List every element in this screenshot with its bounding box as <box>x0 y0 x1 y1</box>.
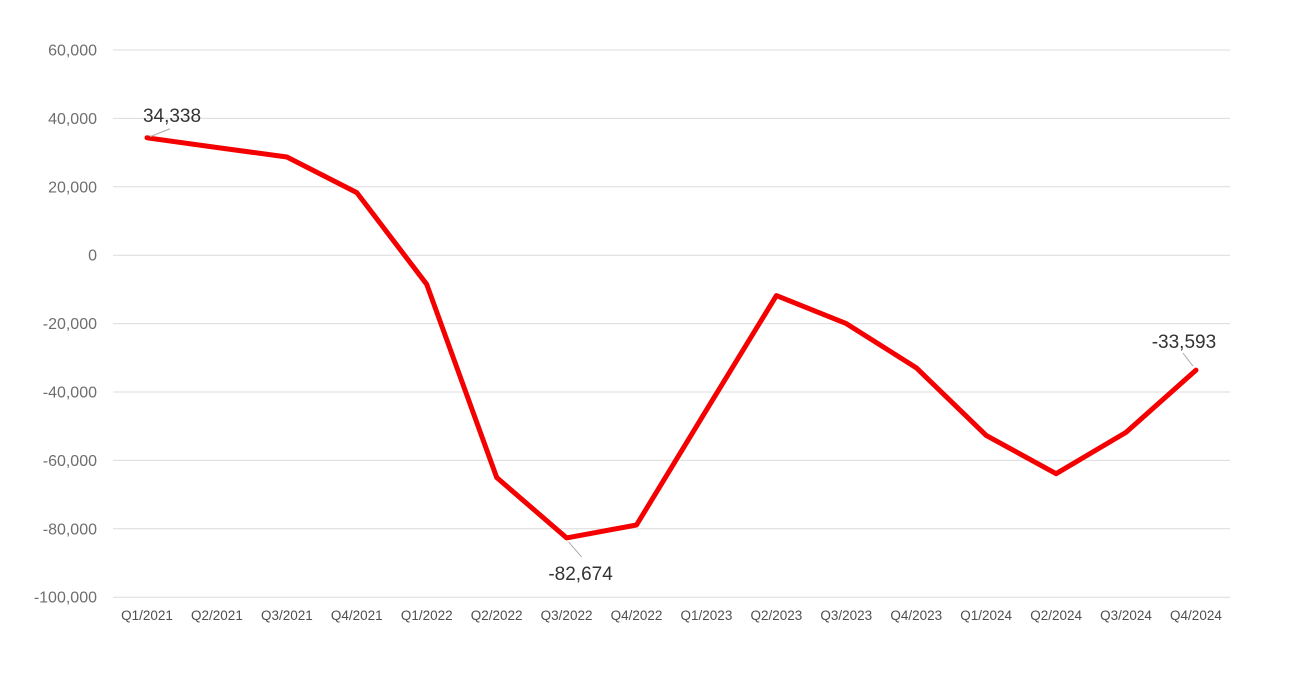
x-axis-tick-label: Q2/2022 <box>471 608 523 623</box>
x-axis-tick-label: Q1/2023 <box>681 608 733 623</box>
y-axis-tick-label: 60,000 <box>48 43 97 60</box>
data-point-annotation: -82,674 <box>548 564 613 585</box>
y-axis-tick-label: 40,000 <box>48 111 97 128</box>
x-axis-tick-label: Q1/2021 <box>121 608 173 623</box>
x-axis-tick-label: Q3/2022 <box>541 608 593 623</box>
annotation-leader-line <box>1182 352 1194 367</box>
x-axis-tick-label: Q3/2023 <box>820 608 872 623</box>
x-axis-tick-label: Q2/2024 <box>1030 608 1082 623</box>
data-point-annotation: -33,593 <box>1152 332 1216 353</box>
x-axis-tick-label: Q4/2023 <box>890 608 942 623</box>
annotation-leader-line <box>149 128 171 138</box>
y-axis-tick-label: -80,000 <box>43 521 97 538</box>
x-axis-tick-label: Q4/2022 <box>611 608 663 623</box>
x-axis-tick-label: Q2/2021 <box>191 608 243 623</box>
x-axis-tick-label: Q2/2023 <box>750 608 802 623</box>
data-line <box>144 135 1199 541</box>
x-axis-tick-label: Q3/2021 <box>261 608 313 623</box>
data-point-annotation: 34,338 <box>143 106 201 127</box>
y-axis-tick-label: 0 <box>88 248 97 265</box>
annotation-leader-line <box>568 541 582 558</box>
x-axis-tick-label: Q4/2024 <box>1170 608 1222 623</box>
y-axis-tick-label: 20,000 <box>48 179 97 196</box>
y-axis-tick-label: -20,000 <box>43 316 97 333</box>
x-axis-tick-label: Q4/2021 <box>331 608 383 623</box>
x-axis-tick-label: Q3/2024 <box>1100 608 1152 623</box>
y-axis-tick-label: -100,000 <box>34 590 97 607</box>
y-axis-tick-label: -40,000 <box>43 385 97 402</box>
x-axis-tick-label: Q1/2022 <box>401 608 453 623</box>
x-axis-tick-label: Q1/2024 <box>960 608 1012 623</box>
y-axis-tick-label: -60,000 <box>43 453 97 470</box>
